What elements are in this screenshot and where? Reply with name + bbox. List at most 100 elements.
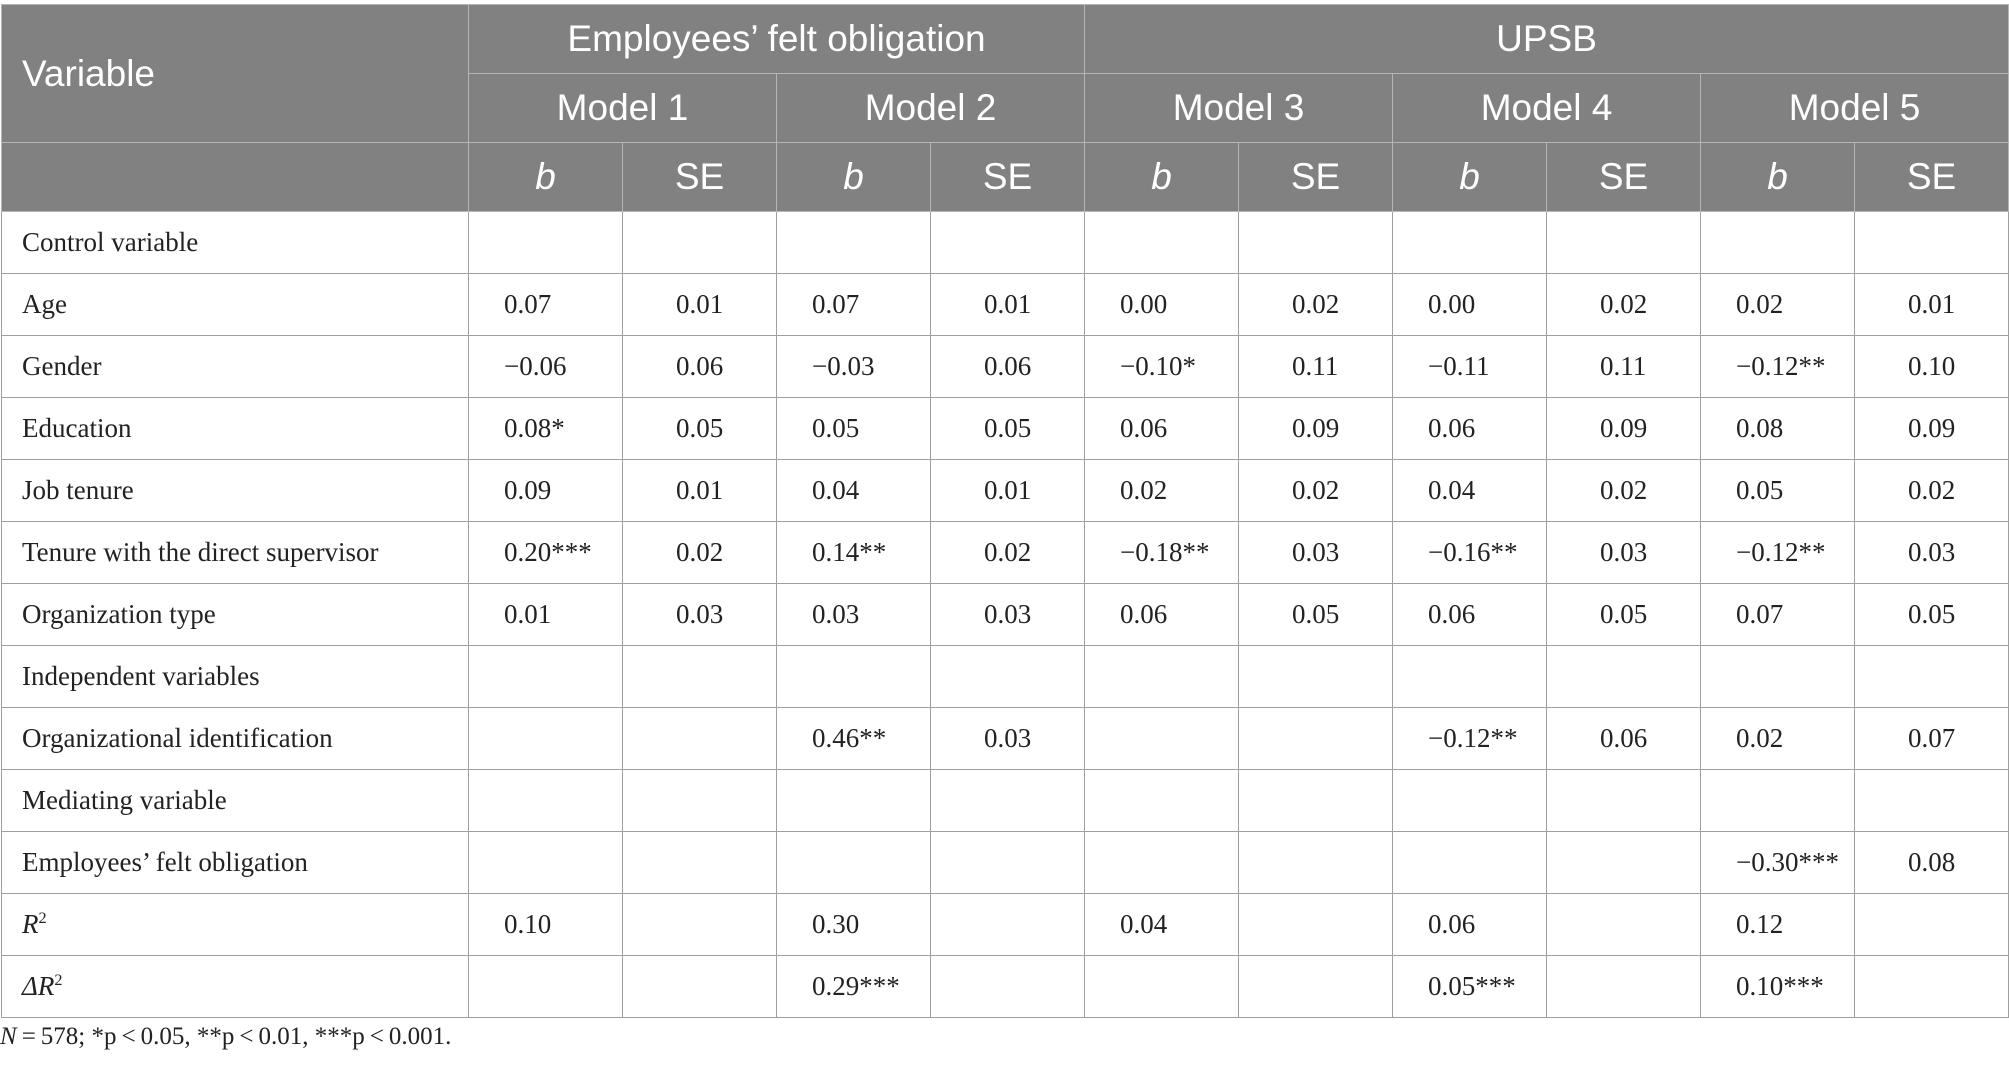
- table-row: Organizational identification 0.46** 0.03 −…: [1, 707, 2009, 770]
- cell-se: [622, 955, 777, 1018]
- cell-b: 0.04: [1084, 893, 1240, 956]
- header-row-stats: b SE b SE b SE b SE b SE: [1, 142, 2009, 212]
- cell-b: −0.18**: [1084, 521, 1240, 584]
- cell-b: [1392, 645, 1548, 708]
- se-header: SE: [1238, 142, 1394, 212]
- row-label-text: Organization type: [22, 599, 216, 629]
- row-label-text: Tenure with the direct supervisor: [22, 537, 379, 567]
- model-header-5: Model 5: [1700, 73, 2009, 143]
- cell-se: 0.05: [929, 397, 1086, 460]
- row-label-text: ΔR: [22, 971, 55, 1001]
- cell-b: [1700, 769, 1856, 832]
- cell-b: −0.30***: [1700, 831, 1856, 894]
- cell-b: [1392, 831, 1548, 894]
- cell-b: 0.00: [1392, 273, 1548, 336]
- row-label-superscript: 2: [38, 909, 47, 927]
- cell-se: 0.07: [1854, 707, 2009, 770]
- cell-b: [1392, 769, 1548, 832]
- cell-b: [1700, 211, 1856, 274]
- cell-se: 0.01: [622, 459, 777, 522]
- cell-b: 0.30: [776, 893, 931, 956]
- cell-se: [1238, 645, 1394, 708]
- cell-se: [622, 211, 777, 274]
- row-label: Employees’ felt obligation: [1, 831, 469, 894]
- row-label: Gender: [1, 335, 469, 398]
- model-header-1: Model 1: [468, 73, 777, 143]
- cell-se: 0.01: [929, 459, 1086, 522]
- cell-se: [622, 645, 777, 708]
- cell-se: [1546, 831, 1702, 894]
- footnote-text: = 578; *p < 0.05, **p < 0.01, ***p < 0.0…: [16, 1023, 452, 1050]
- row-label-text: Education: [22, 413, 132, 443]
- cell-se: 0.03: [1546, 521, 1702, 584]
- table-row: Gender −0.06 0.06 −0.03 0.06 −0.10* 0.11 −0.11 0…: [1, 335, 2009, 398]
- cell-b: 0.07: [468, 273, 623, 336]
- table-row: Mediating variable: [1, 769, 2009, 832]
- b-header: b: [1392, 142, 1548, 212]
- header-row-groups: Variable Employees’ felt obligation UPSB: [1, 4, 2009, 143]
- cell-se: [1854, 955, 2009, 1018]
- table-row: Job tenure 0.09 0.01 0.04 0.01 0.02 0.02 0.04 0.…: [1, 459, 2009, 522]
- cell-se: 0.03: [929, 583, 1086, 646]
- table-row: Independent variables: [1, 645, 2009, 708]
- row-label: Organization type: [1, 583, 469, 646]
- table-row: Age 0.07 0.01 0.07 0.01 0.00 0.02 0.00 0.02 0.02 0…: [1, 273, 2009, 336]
- cell-b: [1392, 211, 1548, 274]
- cell-b: [1084, 645, 1240, 708]
- cell-b: [1084, 769, 1240, 832]
- group-header-upsb: UPSB: [1084, 4, 2009, 74]
- cell-b: 0.05: [776, 397, 931, 460]
- b-header: b: [1084, 142, 1240, 212]
- row-label: R2: [1, 893, 469, 956]
- cell-b: 0.03: [776, 583, 931, 646]
- cell-se: [929, 645, 1086, 708]
- cell-se: [622, 831, 777, 894]
- cell-b: [1084, 211, 1240, 274]
- row-label: Education: [1, 397, 469, 460]
- cell-se: [622, 707, 777, 770]
- cell-b: [1084, 831, 1240, 894]
- row-label: Mediating variable: [1, 769, 469, 832]
- cell-se: [1546, 211, 1702, 274]
- cell-b: [776, 769, 931, 832]
- row-label-text: Independent variables: [22, 661, 260, 691]
- cell-se: [622, 769, 777, 832]
- cell-se: 0.08: [1854, 831, 2009, 894]
- cell-b: 0.06: [1392, 583, 1548, 646]
- cell-se: 0.06: [929, 335, 1086, 398]
- b-header: b: [468, 142, 623, 212]
- regression-table: Variable Employees’ felt obligation UPSB…: [1, 4, 2009, 1018]
- cell-se: 0.11: [1238, 335, 1394, 398]
- cell-se: [622, 893, 777, 956]
- cell-se: 0.01: [929, 273, 1086, 336]
- table-body: Control variable Age 0.07 0.01 0.07 0.01 0.00 0…: [1, 211, 2009, 1018]
- cell-se: 0.02: [1854, 459, 2009, 522]
- row-label-text: Gender: [22, 351, 102, 381]
- cell-se: [1238, 955, 1394, 1018]
- cell-b: 0.10: [468, 893, 623, 956]
- row-label: Control variable: [1, 211, 469, 274]
- row-label-text: Control variable: [22, 227, 199, 257]
- cell-b: 0.02: [1700, 273, 1856, 336]
- cell-b: 0.10***: [1700, 955, 1856, 1018]
- cell-b: 0.06: [1084, 583, 1240, 646]
- cell-b: 0.08: [1700, 397, 1856, 460]
- row-label-text: Organizational identification: [22, 723, 333, 753]
- cell-se: 0.09: [1854, 397, 2009, 460]
- cell-b: 0.07: [1700, 583, 1856, 646]
- cell-b: [468, 955, 623, 1018]
- cell-b: −0.12**: [1700, 335, 1856, 398]
- footnote-n-label: N: [0, 1023, 17, 1050]
- cell-b: 0.01: [468, 583, 623, 646]
- cell-b: −0.12**: [1700, 521, 1856, 584]
- header-empty-cell: [1, 142, 469, 212]
- cell-se: 0.02: [1546, 273, 1702, 336]
- cell-se: [1854, 893, 2009, 956]
- row-label-text: Job tenure: [22, 475, 134, 505]
- cell-b: [468, 831, 623, 894]
- cell-se: 0.02: [929, 521, 1086, 584]
- table-row: Education 0.08* 0.05 0.05 0.05 0.06 0.09 0.06 0.…: [1, 397, 2009, 460]
- row-label: Job tenure: [1, 459, 469, 522]
- cell-se: 0.02: [1238, 273, 1394, 336]
- cell-se: [929, 769, 1086, 832]
